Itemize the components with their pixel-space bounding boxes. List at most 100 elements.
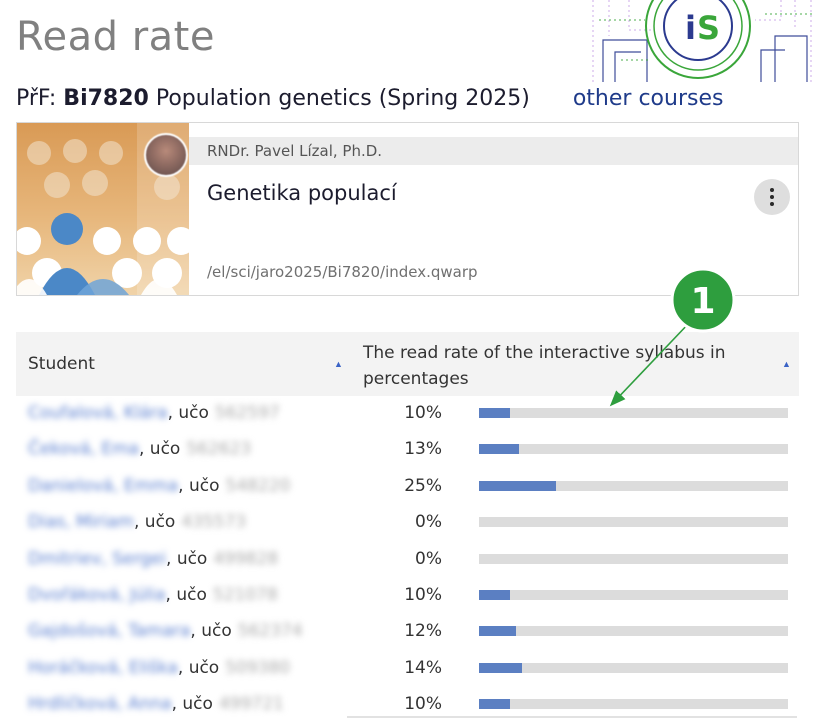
- course-code: Bi7820: [63, 86, 149, 111]
- course-cover-image: [17, 123, 189, 295]
- student-name-link[interactable]: Dmitriev, Sergei: [28, 548, 166, 569]
- student-cell: Dmitriev, Sergei, učo 499828: [28, 549, 278, 569]
- uco-number: 509380: [225, 657, 291, 678]
- kebab-icon[interactable]: [754, 179, 790, 215]
- table-header: Student ▲ The read rate of the interacti…: [16, 332, 799, 396]
- student-cell: Dvořáková, Júlia, učo 521078: [28, 585, 278, 605]
- uco-separator: ,: [165, 584, 177, 605]
- uco-label: učo: [176, 584, 207, 605]
- logo-graphic: i S: [592, 0, 815, 82]
- card-author-bar: RNDr. Pavel Lízal, Ph.D.: [189, 137, 798, 165]
- uco-label: učo: [182, 694, 213, 715]
- kebab-dot: [770, 188, 774, 192]
- column-header-read-rate[interactable]: The read rate of the interactive syllabu…: [363, 343, 726, 389]
- read-rate-bar-fill: [479, 444, 520, 455]
- column-header-student[interactable]: Student: [28, 354, 95, 374]
- student-name-link[interactable]: Dvořáková, Júlia: [28, 584, 166, 605]
- author-name: RNDr. Pavel Lízal, Ph.D.: [207, 142, 383, 160]
- table-row: Gajdošová, Tamara, učo 562374 12%: [16, 614, 799, 650]
- uco-number: 499721: [218, 694, 284, 715]
- is-logo[interactable]: i S: [585, 0, 817, 82]
- uco-label: učo: [201, 621, 232, 642]
- sort-arrow-icon[interactable]: ▲: [782, 359, 791, 369]
- student-name-link[interactable]: Gajdošová, Tamara: [28, 621, 191, 642]
- student-name-link[interactable]: Horáčková, Eliška: [28, 657, 178, 678]
- read-rate-bar: [479, 480, 788, 491]
- read-rate-value: 0%: [415, 512, 442, 533]
- uco-label: učo: [188, 657, 220, 678]
- read-rate-value: 10%: [404, 403, 442, 423]
- uco-separator: ,: [138, 439, 150, 460]
- student-name-link[interactable]: Dias, Miriam: [28, 512, 134, 533]
- student-name-link[interactable]: Danielová, Emma: [28, 475, 179, 496]
- uco-separator: ,: [171, 694, 183, 715]
- student-name-link[interactable]: Coufalová, Klára: [28, 403, 168, 423]
- read-rate-bar-fill: [479, 408, 510, 418]
- table-row: Čeková, Ema, učo 562623 13%: [16, 432, 799, 468]
- uco-number: 562597: [214, 403, 280, 423]
- student-name-link[interactable]: Čeková, Ema: [28, 439, 139, 460]
- uco-number: 562623: [186, 439, 252, 460]
- uco-separator: ,: [133, 512, 145, 533]
- uco-separator: ,: [177, 657, 189, 678]
- card-title[interactable]: Genetika populací: [207, 181, 397, 205]
- uco-separator: ,: [167, 403, 179, 423]
- card-path: /el/sci/jaro2025/Bi7820/index.qwarp: [207, 263, 478, 281]
- student-cell: Gajdošová, Tamara, učo 562374: [28, 621, 303, 641]
- uco-number: 499828: [213, 548, 279, 569]
- read-rate-value: 14%: [404, 657, 442, 678]
- student-table-body: Coufalová, Klára, učo 562597 10% Čeková, Em…: [16, 396, 799, 724]
- read-rate-bar: [479, 408, 788, 418]
- table-row: Dmitriev, Sergei, učo 499828 0%: [16, 542, 799, 578]
- read-rate-bar: [479, 553, 788, 564]
- author-avatar: [144, 133, 188, 177]
- read-rate-bar: [479, 699, 788, 710]
- read-rate-bar: [479, 662, 788, 673]
- student-cell: Dias, Miriam, učo 435573: [28, 512, 246, 532]
- student-cell: Hrdličková, Anna, učo 499721: [28, 694, 284, 714]
- read-rate-bar: [479, 444, 788, 455]
- uco-label: učo: [188, 475, 220, 496]
- sort-arrow-icon[interactable]: ▲: [334, 359, 343, 369]
- other-courses-link[interactable]: other courses: [572, 86, 724, 111]
- read-rate-value: 13%: [404, 439, 442, 460]
- student-name-link[interactable]: Hrdličková, Anna: [28, 694, 172, 715]
- read-rate-value: 25%: [404, 475, 442, 496]
- read-rate-bar-fill: [479, 626, 517, 637]
- uco-separator: ,: [166, 548, 177, 569]
- faculty-label: PřF:: [16, 86, 57, 111]
- uco-label: učo: [176, 548, 208, 569]
- table-row: Horáčková, Eliška, učo 509380 14%: [16, 651, 799, 687]
- read-rate-bar-fill: [479, 662, 523, 673]
- uco-separator: ,: [178, 475, 189, 496]
- student-cell: Čeková, Ema, učo 562623: [28, 439, 251, 459]
- kebab-dot: [770, 202, 774, 206]
- table-row: Dias, Miriam, učo 435573 0%: [16, 505, 799, 541]
- uco-number: 548220: [225, 475, 291, 496]
- table-row: Danielová, Emma, učo 548220 25%: [16, 469, 799, 505]
- read-rate-bar: [479, 517, 788, 528]
- read-rate-bar-fill: [479, 480, 557, 491]
- table-row: Hrdličková, Anna, učo 499721 10%: [16, 687, 799, 723]
- uco-label: učo: [144, 512, 176, 533]
- read-rate-bar-fill: [479, 699, 510, 710]
- course-heading: PřF: Bi7820 Population genetics (Spring …: [16, 86, 723, 111]
- table-row: Dvořáková, Júlia, učo 521078 10%: [16, 578, 799, 614]
- uco-label: učo: [178, 403, 209, 423]
- kebab-dot: [770, 195, 774, 199]
- uco-separator: ,: [190, 621, 202, 642]
- student-cell: Danielová, Emma, učo 548220: [28, 476, 290, 496]
- page-title: Read rate: [16, 14, 215, 60]
- read-rate-value: 12%: [404, 621, 442, 642]
- syllabus-card[interactable]: RNDr. Pavel Lízal, Ph.D. Genetika popula…: [16, 122, 799, 296]
- svg-text:S: S: [697, 9, 720, 47]
- uco-number: 521078: [212, 584, 278, 605]
- read-rate-value: 10%: [404, 584, 442, 605]
- table-row: Coufalová, Klára, učo 562597 10%: [16, 396, 799, 432]
- read-rate-value: 10%: [404, 694, 442, 715]
- student-cell: Horáčková, Eliška, učo 509380: [28, 658, 290, 678]
- read-rate-bar: [479, 589, 788, 600]
- read-rate-value: 0%: [415, 548, 442, 569]
- uco-number: 562374: [237, 621, 303, 642]
- scrollbar-track[interactable]: [347, 716, 797, 718]
